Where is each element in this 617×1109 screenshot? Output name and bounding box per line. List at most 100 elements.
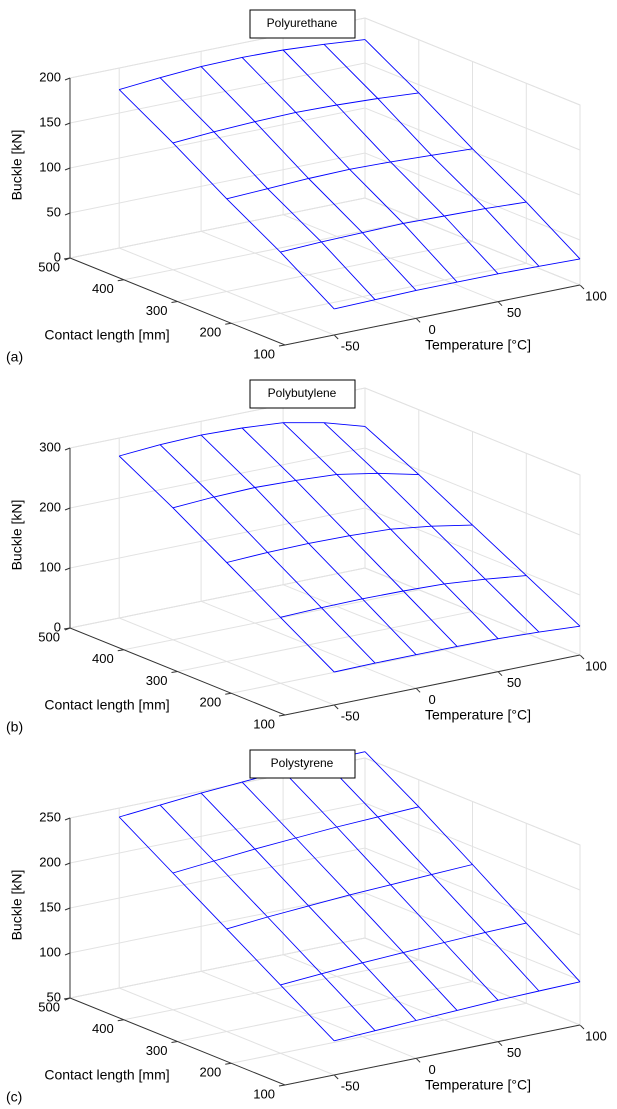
mesh-line [118, 816, 335, 1042]
y-axis-label: Contact length [mm] [44, 697, 169, 713]
mesh-line [323, 43, 540, 267]
grid-line [118, 438, 335, 706]
legend-box [249, 9, 356, 39]
x-tick-label: 0 [428, 1062, 435, 1077]
y-tick-label: 100 [253, 1086, 275, 1101]
mesh-line [200, 66, 417, 291]
z-tick [64, 862, 71, 866]
z-tick-label: 300 [39, 439, 61, 454]
mesh-line [241, 57, 458, 283]
grid-line [282, 34, 499, 303]
y-tick [63, 257, 71, 260]
x-tick [333, 1074, 339, 1080]
mesh-line [280, 201, 527, 253]
y-tick [171, 671, 178, 673]
z-tick [64, 447, 71, 451]
z-tick-label: 150 [39, 899, 61, 914]
x-tick [333, 334, 339, 340]
z-tick [64, 567, 71, 571]
z-tick-label: 0 [54, 249, 61, 264]
mesh-line [118, 89, 335, 310]
grid-line [177, 61, 473, 302]
z-tick [64, 212, 71, 216]
y-tick-label: 200 [200, 695, 222, 710]
grid-line [231, 823, 527, 1064]
y-tick [63, 627, 71, 630]
y-tick-label: 400 [92, 651, 114, 666]
x-tick [415, 687, 421, 693]
z-tick-label: 250 [39, 809, 61, 824]
grid-line [69, 18, 366, 259]
z-tick [64, 907, 71, 911]
grid-line [123, 409, 420, 651]
y-tick [63, 997, 71, 1000]
z-tick [64, 507, 71, 511]
z-tick-label: 0 [54, 619, 61, 634]
panel-label: (a) [6, 349, 23, 365]
y-tick [117, 1019, 124, 1022]
x-tick-label: 50 [507, 305, 521, 320]
mesh-line [241, 427, 458, 647]
mesh-line [119, 422, 366, 457]
y-tick-label: 500 [38, 259, 60, 274]
y-tick-label: 500 [38, 629, 60, 644]
z-axis-label: Buckle [kN] [9, 870, 25, 941]
mesh-line [200, 434, 417, 656]
mesh-line [282, 770, 499, 1001]
grid-line [177, 801, 473, 1042]
x-tick [579, 654, 585, 660]
mesh-line [364, 751, 581, 983]
x-tick [579, 284, 585, 290]
grid-line [118, 68, 335, 336]
grid-line [69, 802, 581, 891]
grid-line [69, 758, 366, 999]
mesh-line [226, 864, 473, 930]
y-tick-label: 300 [146, 673, 168, 688]
mesh-line [280, 575, 527, 618]
x-tick [579, 1024, 585, 1030]
z-tick [64, 167, 71, 171]
legend-label: Polyurethane [267, 16, 338, 30]
mesh-line [334, 258, 581, 310]
z-tick-label: 200 [39, 499, 61, 514]
grid-line [69, 107, 581, 196]
z-tick [64, 817, 71, 821]
z-tick [64, 77, 71, 81]
y-tick-label: 300 [146, 1043, 168, 1058]
box-edge [69, 387, 581, 655]
axis-line [69, 448, 581, 716]
mesh-line [159, 77, 376, 301]
y-tick [225, 322, 232, 325]
y-tick-label: 100 [253, 716, 275, 731]
grid-line [231, 83, 527, 324]
axis-line [69, 78, 581, 346]
grid-line [69, 507, 581, 596]
grid-line [118, 808, 335, 1076]
z-tick-label: 150 [39, 114, 61, 129]
grid-line [123, 779, 420, 1021]
x-tick-label: 50 [507, 675, 521, 690]
x-tick [415, 317, 421, 323]
z-tick-label: 100 [39, 944, 61, 959]
grid-line [282, 404, 499, 673]
mesh-line [364, 39, 581, 260]
mesh-line [323, 760, 540, 992]
z-tick-label: 100 [39, 159, 61, 174]
grid-line [200, 791, 417, 1059]
panel-label: (b) [6, 719, 23, 735]
z-tick [64, 952, 71, 956]
y-tick-label: 400 [92, 281, 114, 296]
grid-line [69, 152, 581, 241]
mesh-line [159, 804, 376, 1032]
y-tick [225, 692, 232, 695]
x-tick-label: 100 [585, 288, 607, 303]
y-tick-label: 100 [253, 346, 275, 361]
legend-label: Polybutylene [268, 386, 337, 400]
grid-line [231, 453, 527, 694]
x-tick [415, 1057, 421, 1063]
x-tick-label: 100 [585, 1028, 607, 1043]
y-tick [278, 344, 286, 347]
panel-label: (c) [6, 1089, 22, 1105]
grid-line [200, 51, 417, 319]
grid-line [200, 421, 417, 689]
